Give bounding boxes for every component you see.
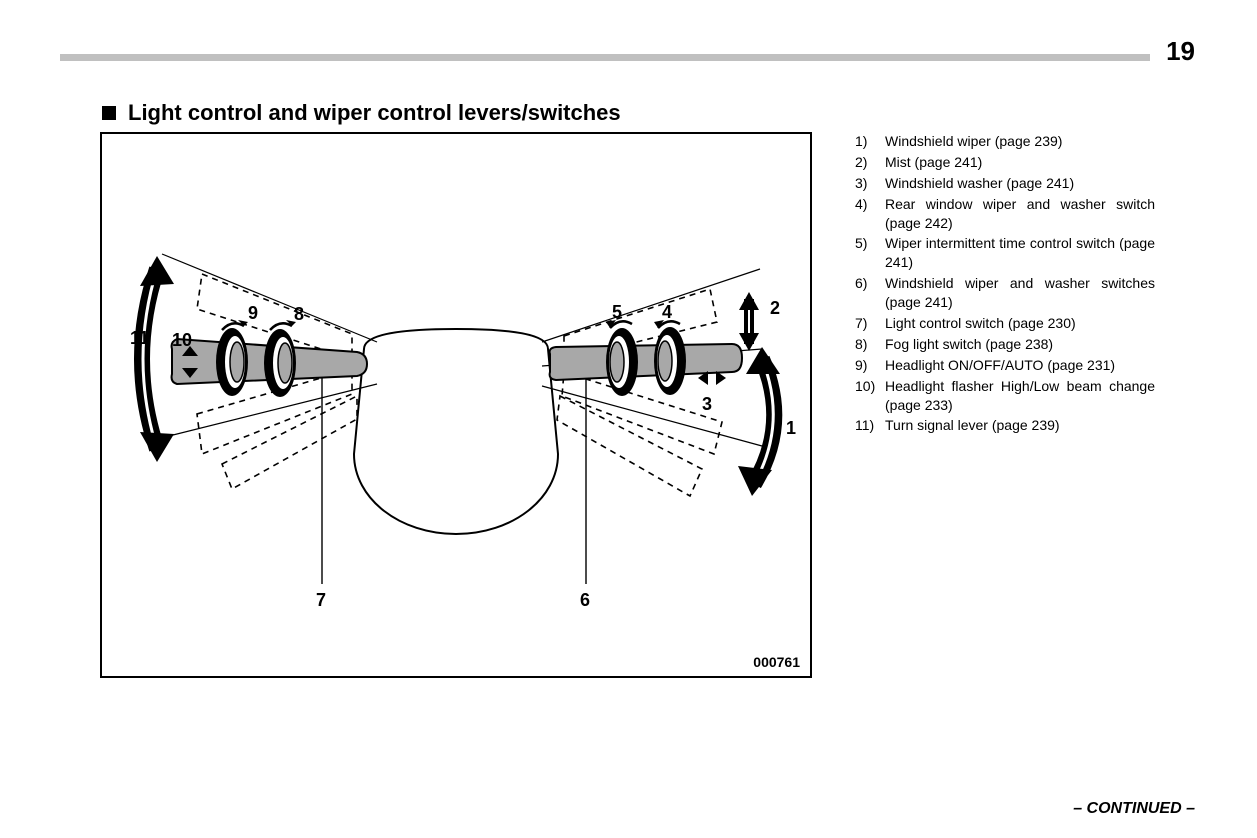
- left-rot-arrow-8: [270, 323, 292, 330]
- callout-6: 6: [580, 590, 590, 610]
- legend-item-text: Headlight ON/OFF/AUTO (page 231): [885, 356, 1155, 375]
- lever-diagram: 11 10 9 8 7 6 5 4 3 2 1: [102, 134, 810, 676]
- legend-item: 2)Mist (page 241): [855, 153, 1155, 172]
- section-heading: Light control and wiper control levers/s…: [102, 100, 621, 126]
- right-ring-inner: [606, 328, 638, 396]
- legend-item-text: Turn signal lever (page 239): [885, 416, 1155, 435]
- right-ring-outer: [654, 327, 686, 395]
- legend-item-number: 5): [855, 234, 885, 272]
- legend-item-number: 1): [855, 132, 885, 151]
- legend-item-text: Windshield wiper (page 239): [885, 132, 1155, 151]
- left-ring-outer: [216, 328, 248, 396]
- legend-item-number: 9): [855, 356, 885, 375]
- turn-signal-arc-arrow: [140, 256, 174, 462]
- legend-item-text: Headlight flasher High/Low beam change (…: [885, 377, 1155, 415]
- left-lever-group: [140, 254, 377, 489]
- callout-11: 11: [130, 328, 149, 348]
- left-guide-lower: [157, 384, 377, 439]
- callout-5: 5: [612, 302, 622, 322]
- mist-arrow: [739, 292, 759, 351]
- figure-frame: 11 10 9 8 7 6 5 4 3 2 1 000761: [100, 132, 812, 678]
- right-guide-upper: [542, 269, 760, 342]
- legend-item-text: Mist (page 241): [885, 153, 1155, 172]
- legend-item-text: Fog light switch (page 238): [885, 335, 1155, 354]
- callout-10: 10: [172, 330, 192, 350]
- legend-item-text: Windshield washer (page 241): [885, 174, 1155, 193]
- legend-item-text: Rear window wiper and washer switch (pag…: [885, 195, 1155, 233]
- continued-label: – CONTINUED –: [1073, 800, 1195, 818]
- legend-item: 8)Fog light switch (page 238): [855, 335, 1155, 354]
- legend-list: 1)Windshield wiper (page 239)2)Mist (pag…: [855, 132, 1155, 437]
- heading-text: Light control and wiper control levers/s…: [128, 100, 621, 126]
- legend-item: 1)Windshield wiper (page 239): [855, 132, 1155, 151]
- legend-item: 5)Wiper intermittent time control switch…: [855, 234, 1155, 272]
- legend-item-number: 2): [855, 153, 885, 172]
- legend-item-text: Wiper intermittent time control switch (…: [885, 234, 1155, 272]
- legend-item-number: 4): [855, 195, 885, 233]
- wiper-arc-arrow: [738, 347, 780, 496]
- figure-id: 000761: [753, 654, 800, 670]
- legend-item-text: Windshield wiper and washer switches (pa…: [885, 274, 1155, 312]
- callout-2: 2: [770, 298, 780, 318]
- callout-3: 3: [702, 394, 712, 414]
- callout-1: 1: [786, 418, 796, 438]
- callout-4: 4: [662, 302, 672, 322]
- legend-item-number: 6): [855, 274, 885, 312]
- legend-item: 7)Light control switch (page 230): [855, 314, 1155, 333]
- page-number: 19: [1166, 36, 1195, 67]
- legend-item: 4)Rear window wiper and washer switch (p…: [855, 195, 1155, 233]
- legend-item: 9)Headlight ON/OFF/AUTO (page 231): [855, 356, 1155, 375]
- callout-7: 7: [316, 590, 326, 610]
- legend-item-number: 8): [855, 335, 885, 354]
- right-guide-lower: [542, 386, 762, 446]
- legend-item-number: 3): [855, 174, 885, 193]
- legend-item: 6)Windshield wiper and washer switches (…: [855, 274, 1155, 312]
- legend-item-number: 10): [855, 377, 885, 415]
- header-rule: [60, 54, 1150, 61]
- right-dashed-lower2: [557, 396, 702, 496]
- legend-item-number: 11): [855, 416, 885, 435]
- legend-item: 10)Headlight flasher High/Low beam chang…: [855, 377, 1155, 415]
- legend-item: 3)Windshield washer (page 241): [855, 174, 1155, 193]
- right-lever-body: [550, 344, 742, 380]
- heading-bullet-icon: [102, 106, 116, 120]
- legend-item: 11)Turn signal lever (page 239): [855, 416, 1155, 435]
- callout-9: 9: [248, 303, 258, 323]
- legend-item-text: Light control switch (page 230): [885, 314, 1155, 333]
- left-dashed-lower2: [222, 396, 357, 489]
- legend-item-number: 7): [855, 314, 885, 333]
- steering-wheel-outline: [354, 329, 558, 534]
- callout-8: 8: [294, 304, 304, 324]
- right-lever-group: [542, 269, 780, 496]
- left-ring-inner: [264, 329, 296, 397]
